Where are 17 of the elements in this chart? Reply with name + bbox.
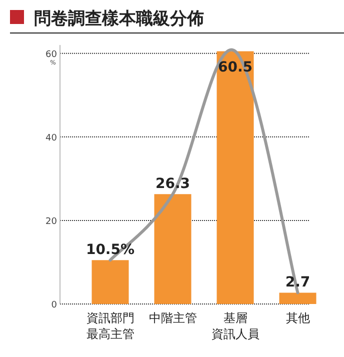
data-label: 10.5%	[86, 242, 135, 258]
bar	[216, 51, 254, 304]
y-tick-label: 0	[51, 300, 58, 310]
chart-title: 問卷調查樣本職級分佈	[34, 9, 204, 29]
data-label: 2.7	[285, 274, 310, 291]
x-tick-label: 基層資訊人員	[211, 311, 260, 341]
y-tick-label: 20	[46, 216, 58, 227]
x-tick-label: 資訊部門最高主管	[86, 311, 134, 341]
y-tick-label: 40	[46, 133, 58, 144]
data-label: 26.3	[155, 176, 190, 192]
x-tick-label: 其他	[286, 311, 310, 325]
bar	[92, 260, 129, 304]
bar	[154, 194, 192, 304]
y-tick-label: 60	[46, 50, 58, 60]
bar	[279, 292, 316, 304]
data-label: 60.5	[218, 59, 253, 76]
x-tick-label: 中階主管	[148, 311, 197, 325]
